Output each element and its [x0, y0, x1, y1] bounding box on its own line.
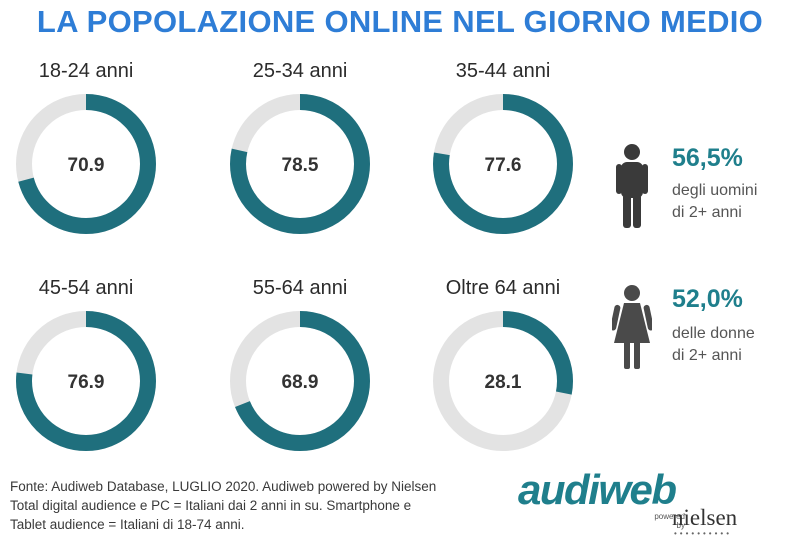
gender-men: 56,5% degli uomini di 2+ anni [612, 142, 792, 232]
donut-age-label: 45-54 anni [38, 277, 134, 299]
women-caption-line1: delle donne [672, 325, 755, 342]
donut-chart: 55-64 anni 68.9 [230, 277, 370, 457]
donut-chart: Oltre 64 anni 28.1 [433, 277, 573, 457]
footnote-line: Fonte: Audiweb Database, LUGLIO 2020. Au… [10, 479, 437, 494]
donut-value-label: 76.9 [68, 372, 105, 393]
men-caption-line1: degli uomini [672, 182, 758, 199]
logo-wordmark: audiweb [518, 466, 677, 513]
donut-value-arc [16, 311, 156, 451]
page-title: LA POPOLAZIONE ONLINE NEL GIORNO MEDIO [36, 4, 764, 39]
donut-ring: 68.9 [230, 311, 370, 451]
donut-chart: 45-54 anni 76.9 [16, 277, 156, 457]
donut-value-arc [16, 94, 156, 234]
men-percentage: 56,5% [672, 144, 743, 172]
donut-value-arc [433, 94, 573, 234]
donut-chart: 35-44 anni 77.6 [433, 60, 573, 240]
donut-value-label: 70.9 [68, 155, 105, 176]
source-footnote: Fonte: Audiweb Database, LUGLIO 2020. Au… [10, 477, 500, 534]
women-percentage: 52,0% [672, 285, 743, 313]
logo-dots: •••••••••• [674, 529, 733, 538]
donut-ring: 28.1 [433, 311, 573, 451]
donut-age-label: 55-64 anni [252, 277, 348, 299]
footnote-line: Tablet audience = Italiani di 18-74 anni… [10, 517, 245, 532]
logo-powered-by: powered by [654, 512, 685, 530]
women-caption-line2: di 2+ anni [672, 347, 742, 364]
donut-age-label: 25-34 anni [252, 60, 348, 82]
footnote-line: Total digital audience e PC = Italiani d… [10, 498, 412, 513]
donut-ring: 76.9 [16, 311, 156, 451]
donut-age-label: 35-44 anni [455, 60, 551, 82]
donut-value-label: 68.9 [282, 372, 319, 393]
men-caption-line2: di 2+ anni [672, 204, 742, 221]
donut-value-arc [230, 94, 370, 234]
donut-age-label: 18-24 anni [38, 60, 134, 82]
donut-value-label: 77.6 [485, 155, 522, 176]
donut-age-label: Oltre 64 anni [445, 277, 561, 299]
woman-icon [612, 285, 652, 369]
donut-chart: 25-34 anni 78.5 [230, 60, 370, 240]
donut-chart: 18-24 anni 70.9 [16, 60, 156, 240]
donut-value-arc [433, 311, 573, 451]
logo-partner: nielsen [672, 505, 738, 530]
donut-ring: 70.9 [16, 94, 156, 234]
donut-value-arc [230, 311, 370, 451]
donut-ring: 78.5 [230, 94, 370, 234]
audiweb-logo: audiweb powered by nielsen •••••••••• [518, 466, 758, 538]
gender-women: 52,0% delle donne di 2+ anni [612, 283, 792, 373]
donut-value-label: 28.1 [485, 372, 522, 393]
man-icon [616, 144, 648, 228]
donut-value-label: 78.5 [282, 155, 319, 176]
donut-ring: 77.6 [433, 94, 573, 234]
